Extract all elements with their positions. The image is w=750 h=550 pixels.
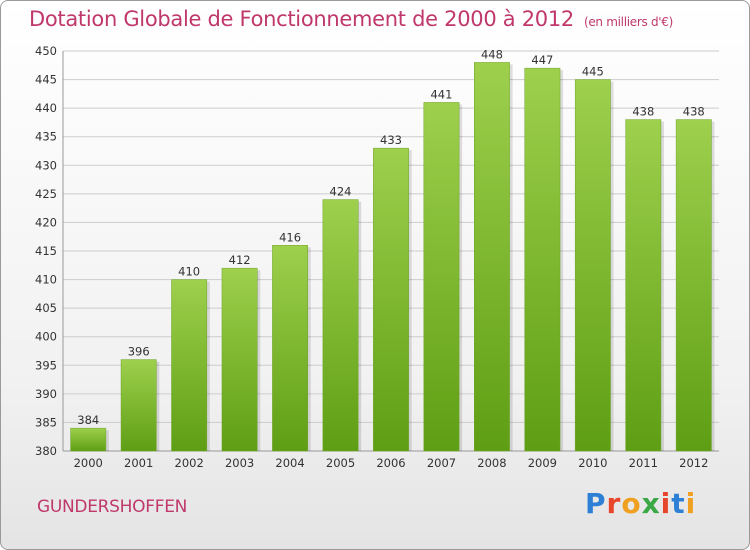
bar-2001 — [120, 359, 157, 452]
logo-letter: o — [621, 487, 642, 520]
x-tick-label: 2008 — [477, 456, 506, 470]
x-tick-label: 2004 — [275, 456, 304, 470]
bar-2012 — [675, 119, 712, 452]
x-tick-label: 2000 — [74, 456, 103, 470]
logo-letter: x — [641, 487, 661, 520]
bar-2000 — [70, 427, 107, 452]
bar-2009 — [524, 67, 561, 452]
y-tick-label: 430 — [35, 158, 57, 172]
city-name: GUNDERSHOFFEN — [37, 497, 188, 517]
value-label: 410 — [178, 265, 200, 279]
x-tick-label: 2011 — [629, 456, 658, 470]
value-label: 447 — [531, 53, 553, 67]
chart-title: Dotation Globale de Fonctionnement de 20… — [29, 7, 673, 31]
y-tick-label: 415 — [35, 244, 57, 258]
logo-letter: P — [585, 487, 607, 520]
value-label: 433 — [380, 133, 402, 147]
x-tick-label: 2012 — [679, 456, 708, 470]
bar-2004 — [272, 245, 308, 452]
bars: 384 396 410 412 416 424 433 441 448 447 445 438 438 — [70, 47, 715, 452]
y-tick-label: 380 — [35, 444, 57, 458]
value-label: 441 — [430, 87, 452, 101]
x-tick-label: 2001 — [124, 456, 153, 470]
value-label: 396 — [128, 345, 150, 359]
chart-subtitle: (en milliers d'€) — [583, 15, 673, 29]
y-tick-label: 405 — [35, 301, 57, 315]
bar-2006 — [373, 147, 409, 452]
value-label: 438 — [683, 105, 705, 119]
logo-letter: i — [660, 487, 672, 520]
x-tick-label: 2005 — [326, 456, 355, 470]
value-label: 384 — [77, 413, 99, 427]
x-tick-label: 2002 — [175, 456, 204, 470]
bar-2010 — [574, 79, 611, 452]
y-tick-label: 400 — [35, 330, 57, 344]
y-tick-label: 450 — [35, 44, 57, 58]
y-tick-label: 445 — [35, 73, 57, 87]
value-label: 416 — [279, 230, 301, 244]
y-tick-label: 395 — [35, 358, 57, 372]
value-label: 445 — [582, 65, 604, 79]
x-tick-label: 2003 — [225, 456, 254, 470]
bar-2002 — [171, 279, 208, 452]
y-tick-label: 440 — [35, 101, 57, 115]
y-tick-label: 410 — [35, 273, 57, 287]
y-tick-label: 435 — [35, 130, 57, 144]
y-tick-label: 390 — [35, 387, 57, 401]
value-label: 412 — [229, 253, 251, 267]
value-label: 448 — [481, 47, 503, 61]
logo-letter: t — [671, 487, 686, 520]
logo-letter: r — [606, 487, 622, 520]
x-tick-label: 2007 — [427, 456, 456, 470]
y-tick-label: 420 — [35, 215, 57, 229]
x-tick-label: 2010 — [578, 456, 607, 470]
bar-2011 — [625, 119, 662, 452]
logo-letter: i — [685, 487, 697, 520]
bar-2008 — [474, 62, 510, 452]
value-label: 438 — [632, 105, 654, 119]
proxiti-logo: Proxiti — [585, 487, 696, 520]
bar-2005 — [322, 199, 359, 452]
bar-2003 — [221, 267, 258, 452]
x-tick-label: 2009 — [528, 456, 557, 470]
bar-2007 — [423, 102, 460, 452]
x-tick-label: 2006 — [376, 456, 405, 470]
x-axis: 2000 2001 2002 2003 2004 2005 2006 2007 2008 2009… — [74, 456, 709, 470]
y-axis: 380 385 390 395 400 405 410 415 420 425 430 435 440 4… — [35, 44, 57, 458]
y-tick-label: 385 — [35, 415, 57, 429]
y-tick-label: 425 — [35, 187, 57, 201]
value-label: 424 — [330, 185, 352, 199]
